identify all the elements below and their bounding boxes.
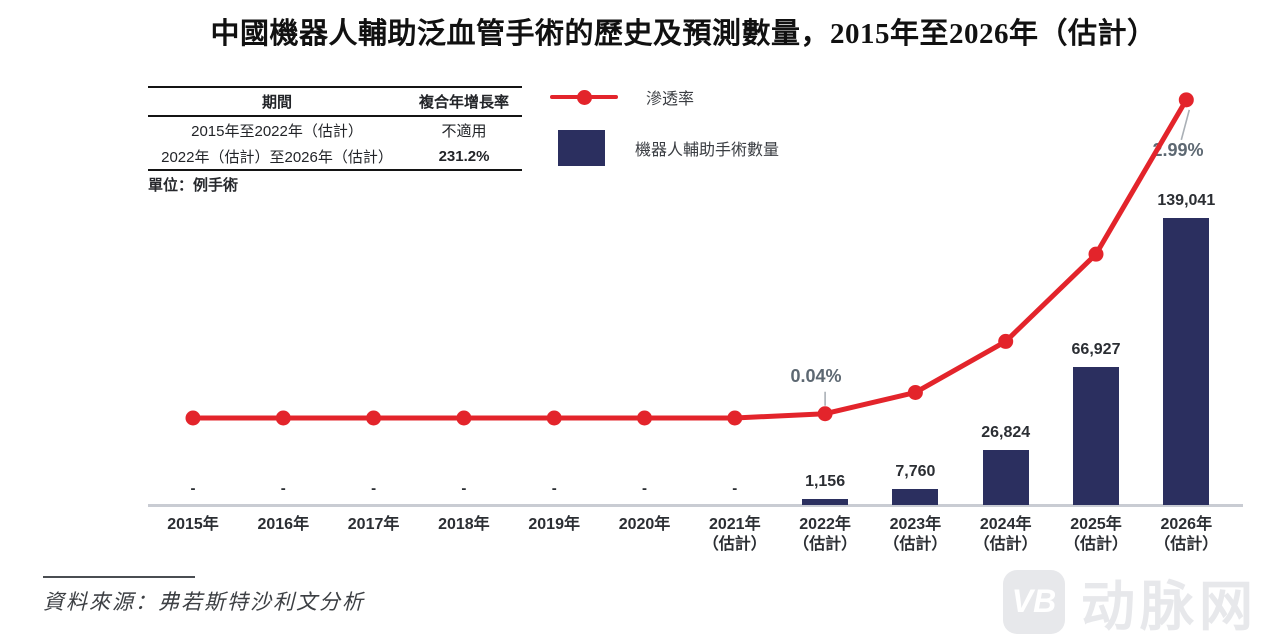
cagr-period-2015-2022: 2015年至2022年（估計） bbox=[191, 122, 363, 140]
x-axis-label: 2026年 （估計） bbox=[1154, 516, 1219, 553]
bar-series-swatch-icon bbox=[558, 130, 605, 166]
bar-value-label: 66,927 bbox=[1071, 341, 1121, 358]
x-axis-label: 2016年 bbox=[257, 516, 310, 533]
x-axis-label: 2023年 （估計） bbox=[883, 516, 948, 553]
line-marker-icon bbox=[576, 89, 592, 105]
vb-logo-icon: VB bbox=[1003, 569, 1065, 634]
penetration-point bbox=[185, 410, 201, 426]
cagr-table-header-row: 期間 複合年增長率 bbox=[148, 88, 522, 117]
surgery-count-bar bbox=[802, 499, 849, 505]
cagr-value-2022-2026: 231.2% bbox=[438, 147, 490, 165]
bar-value-label: 26,824 bbox=[981, 424, 1031, 441]
x-axis-label: 2019年 bbox=[528, 516, 580, 533]
x-axis-label: 2021年 （估計） bbox=[702, 516, 767, 553]
penetration-point bbox=[817, 406, 833, 422]
no-data-dash: - bbox=[190, 480, 196, 497]
x-axis-label: 2022年 （估計） bbox=[793, 516, 858, 553]
surgery-count-bar bbox=[982, 450, 1029, 505]
legend-penetration-label: 滲透率 bbox=[646, 91, 695, 108]
x-axis-line bbox=[148, 504, 1243, 507]
penetration-point bbox=[727, 410, 743, 426]
callout-line bbox=[1180, 109, 1191, 141]
bar-value-label: 7,760 bbox=[895, 463, 936, 480]
no-data-dash: - bbox=[461, 480, 467, 497]
penetration-point bbox=[456, 410, 472, 426]
cagr-table-header-cagr: 複合年增長率 bbox=[418, 94, 509, 111]
cagr-table: 期間 複合年增長率 2015年至2022年（估計） 不適用 2022年（估計）至… bbox=[148, 86, 522, 171]
no-data-dash: - bbox=[280, 480, 286, 497]
penetration-label-2026: 2.99% bbox=[1152, 140, 1204, 160]
penetration-point bbox=[907, 384, 923, 400]
cagr-table-row-2: 2022年（估計）至2026年（估計） 231.2% bbox=[148, 143, 522, 169]
x-axis-label: 2024年 （估計） bbox=[973, 516, 1038, 553]
cagr-table-row-1: 2015年至2022年（估計） 不適用 bbox=[148, 117, 522, 143]
no-data-dash: - bbox=[551, 480, 557, 497]
no-data-dash: - bbox=[371, 480, 377, 497]
x-axis-label: 2018年 bbox=[438, 516, 490, 533]
legend-surgery-count: 機器人輔助手術數量 bbox=[558, 130, 779, 166]
x-axis-label: 2017年 bbox=[347, 516, 400, 533]
penetration-point bbox=[1178, 92, 1194, 108]
bar-value-label: 1,156 bbox=[805, 473, 846, 490]
surgery-count-bar bbox=[892, 489, 939, 505]
cagr-value-2015-2022: 不適用 bbox=[441, 122, 487, 140]
cagr-period-2022-2026: 2022年（估計）至2026年（估計） bbox=[161, 148, 393, 166]
bar-value-label: 139,041 bbox=[1157, 192, 1216, 209]
no-data-dash: - bbox=[642, 480, 647, 497]
cagr-table-header-period: 期間 bbox=[261, 94, 292, 111]
x-axis-label: 2015年 bbox=[167, 516, 219, 533]
page-title: 中國機器人輔助泛血管手術的歷史及預測數量，2015年至2026年（估計） bbox=[210, 18, 1157, 50]
penetration-point bbox=[275, 410, 291, 426]
unit-label: 單位：例手術 bbox=[148, 177, 239, 194]
x-axis-label: 2025年 （估計） bbox=[1063, 516, 1128, 553]
source-divider bbox=[43, 576, 195, 578]
penetration-point bbox=[366, 410, 382, 426]
source-text: 資料來源：弗若斯特沙利文分析 bbox=[43, 590, 365, 614]
penetration-point bbox=[1088, 246, 1104, 262]
watermark: VB 动脉网 bbox=[1003, 562, 1258, 641]
legend-penetration-rate: 滲透率 bbox=[550, 88, 695, 108]
penetration-point bbox=[637, 410, 652, 426]
penetration-point bbox=[998, 333, 1014, 349]
surgery-count-bar bbox=[1073, 367, 1119, 505]
line-series-icon bbox=[550, 89, 618, 105]
legend-surgery-count-label: 機器人輔助手術數量 bbox=[635, 142, 780, 159]
x-axis-label: 2020年 bbox=[618, 516, 671, 533]
no-data-dash: - bbox=[732, 480, 738, 497]
penetration-label-2022: 0.04% bbox=[790, 366, 842, 386]
surgery-count-bar bbox=[1163, 218, 1210, 505]
watermark-brand-text: 动脉网 bbox=[1081, 577, 1258, 637]
penetration-point bbox=[546, 410, 562, 426]
